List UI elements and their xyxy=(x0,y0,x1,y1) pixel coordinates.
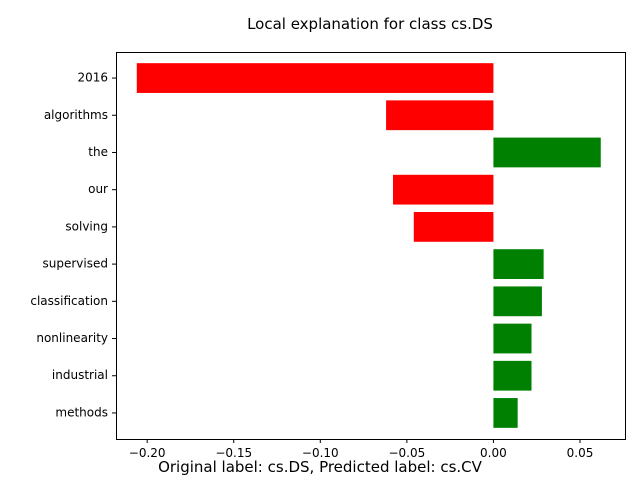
bar-our xyxy=(393,174,494,205)
y-tick-label: solving xyxy=(65,219,108,233)
x-tick-label: −0.20 xyxy=(129,446,166,460)
bar-industrial xyxy=(493,360,532,391)
bar-supervised xyxy=(493,249,544,279)
y-tick-label: methods xyxy=(55,405,108,419)
bars-group xyxy=(136,63,601,428)
x-axis: −0.20 −0.15 −0.10 −0.05 0.00 0.05 xyxy=(129,439,594,460)
y-tick-label: the xyxy=(88,145,108,159)
bar-methods xyxy=(493,398,518,428)
y-tick-label: 2016 xyxy=(77,71,108,85)
bar-2016 xyxy=(136,63,494,93)
prediction-caption: Original label: cs.DS, Predicted label: … xyxy=(158,458,482,476)
y-tick-label: supervised xyxy=(43,257,108,271)
bar-solving xyxy=(413,212,494,242)
y-tick-label: classification xyxy=(30,294,108,308)
plot-frame xyxy=(116,52,626,440)
x-tick-label: 0.00 xyxy=(480,446,507,460)
bar-classification xyxy=(493,286,542,317)
bar-algorithms xyxy=(386,100,494,131)
caption-container: Original label: cs.DS, Predicted label: … xyxy=(0,458,640,476)
x-tick-label: 0.05 xyxy=(567,446,594,460)
x-tick-label: −0.15 xyxy=(215,446,252,460)
bar-the xyxy=(493,137,601,168)
y-tick-label: nonlinearity xyxy=(36,331,108,345)
y-axis: 2016 algorithms the our solving supervised cla… xyxy=(30,71,116,419)
x-tick-label: −0.10 xyxy=(302,446,339,460)
bar-nonlinearity xyxy=(493,323,532,354)
y-tick-label: our xyxy=(88,182,108,196)
x-tick-label: −0.05 xyxy=(388,446,425,460)
y-tick-label: industrial xyxy=(52,368,108,382)
chart-title: Local explanation for class cs.DS xyxy=(247,15,493,33)
y-tick-label: algorithms xyxy=(44,108,108,122)
